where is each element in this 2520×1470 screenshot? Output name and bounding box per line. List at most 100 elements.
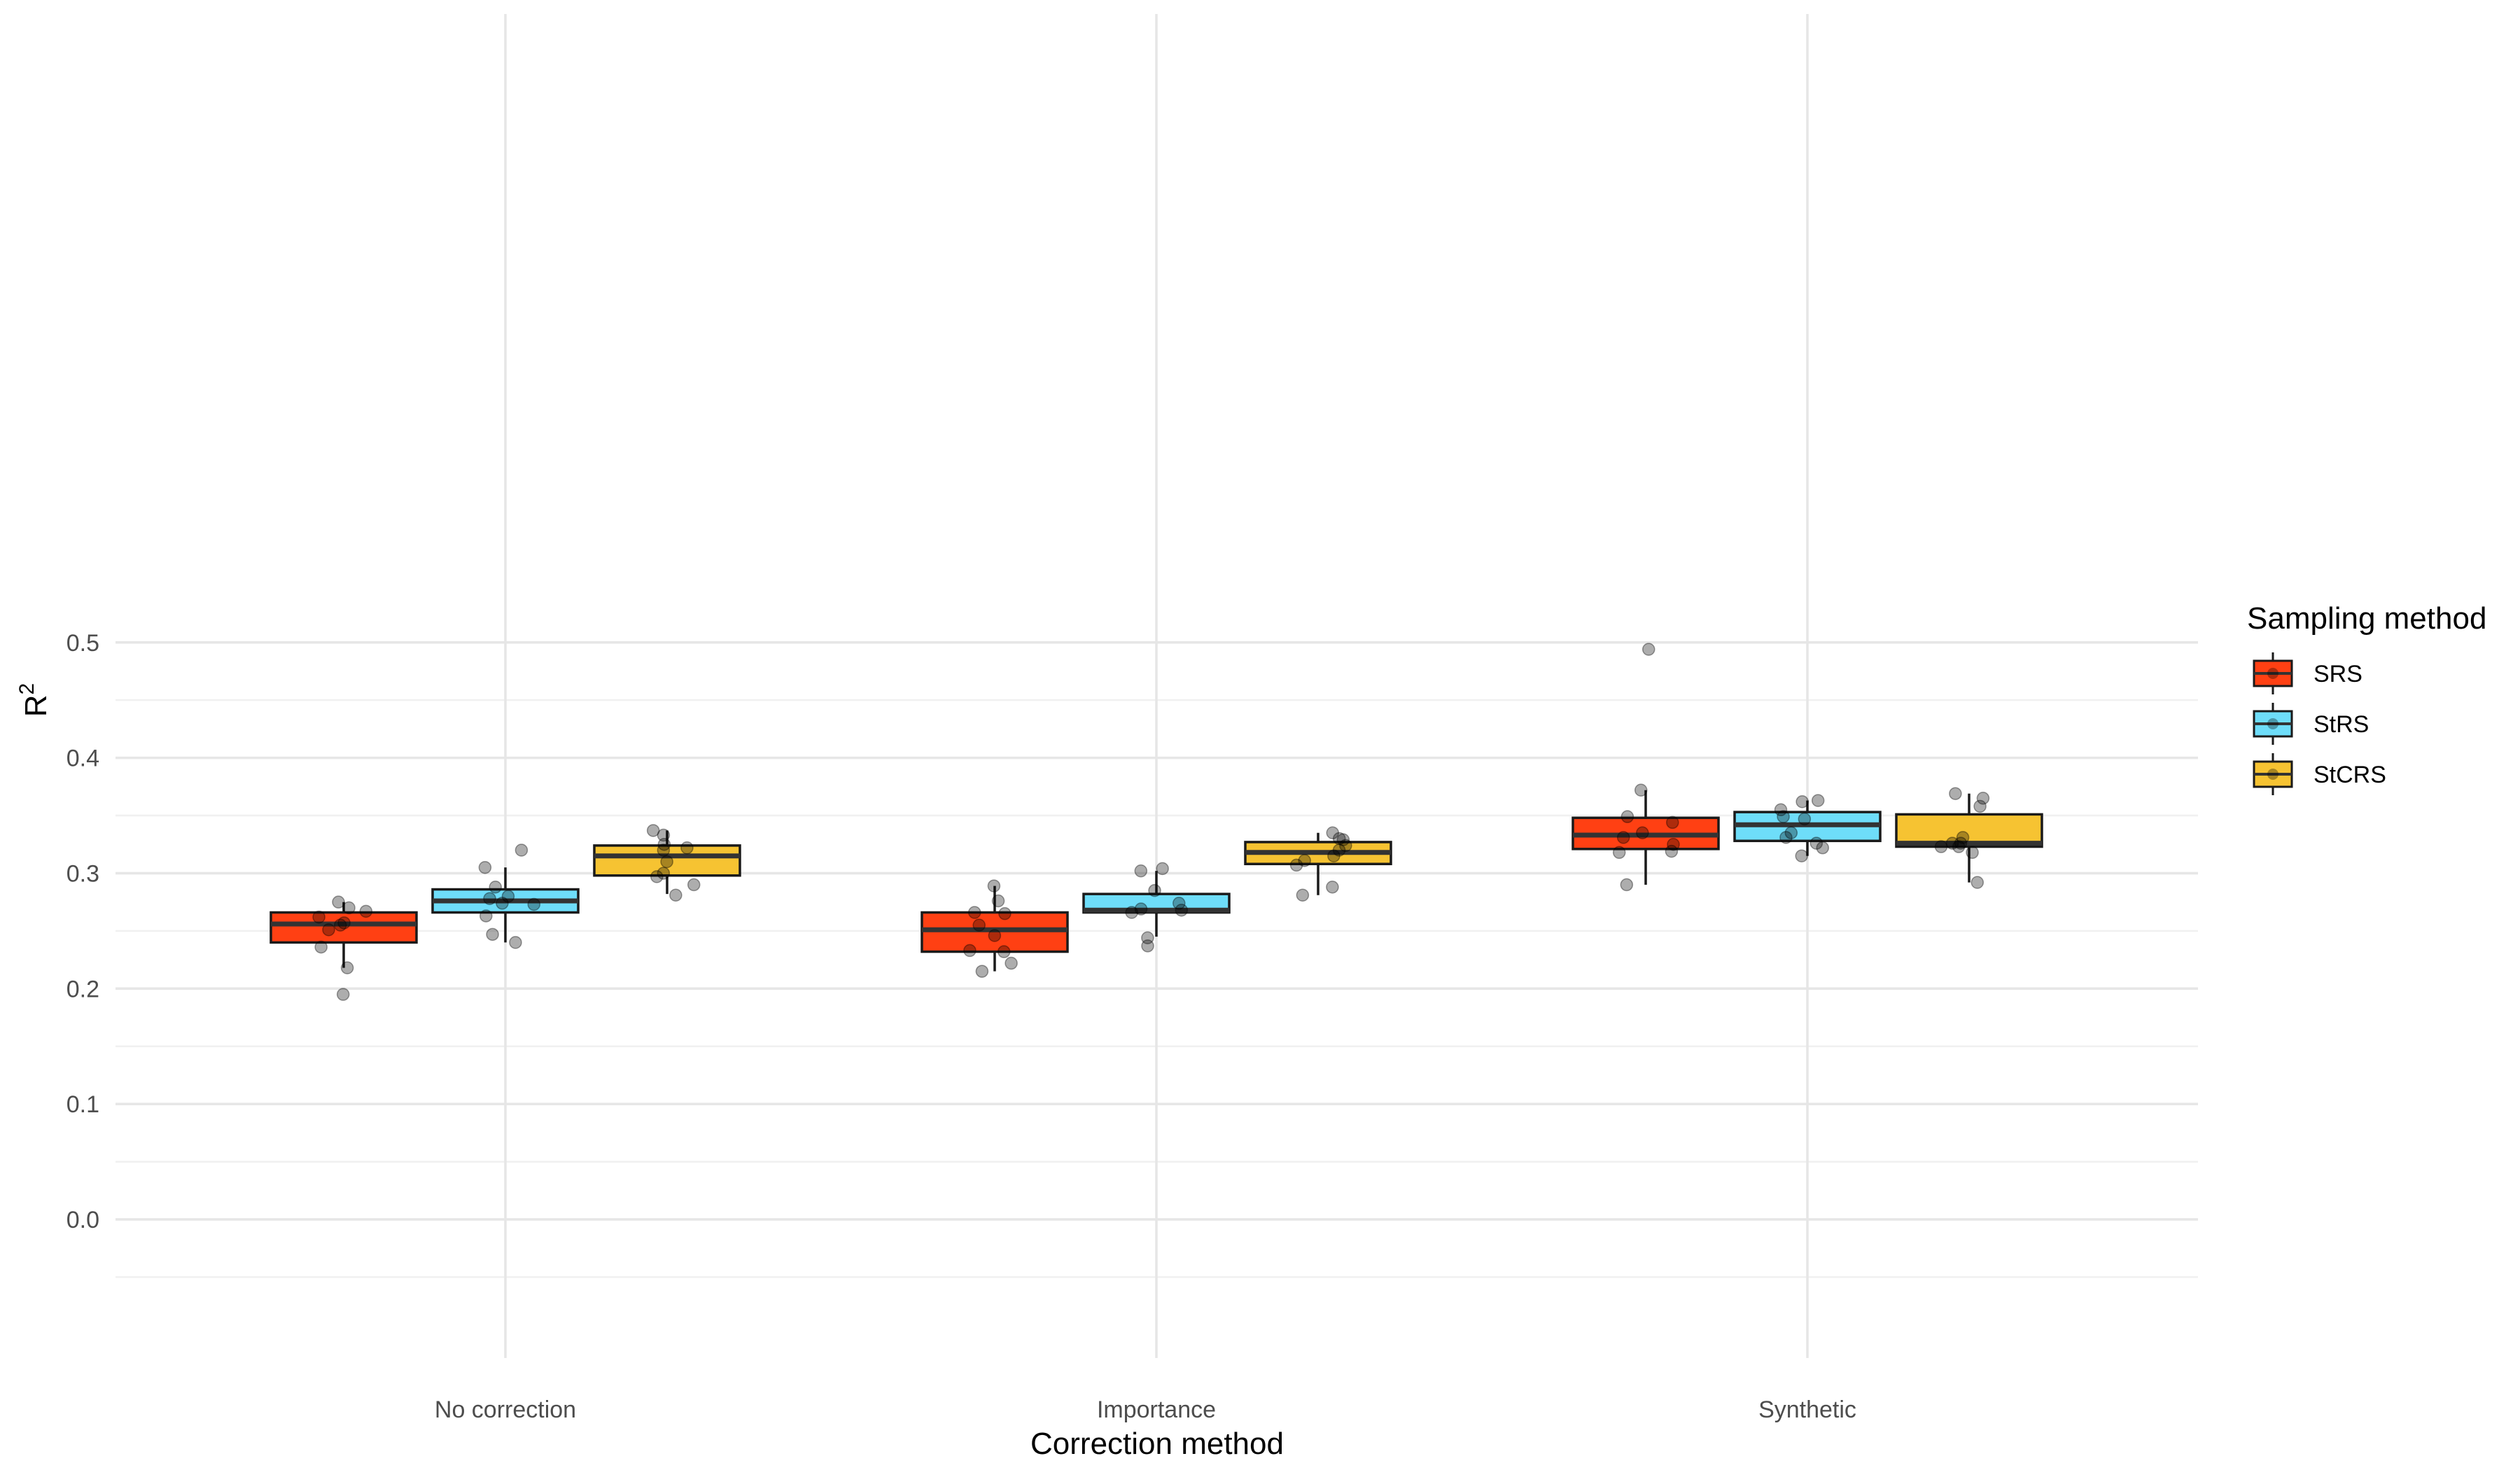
x-tick-label: Importance [1097, 1396, 1216, 1423]
data-point [1004, 956, 1018, 970]
data-point [975, 965, 989, 978]
grid-lines [115, 14, 2198, 1358]
data-point [1332, 844, 1346, 857]
y-tick-label: 0.1 [66, 1091, 99, 1118]
box-SRS-1 [920, 886, 1069, 972]
data-point [997, 945, 1011, 958]
data-point [1956, 831, 1970, 844]
data-point [1141, 931, 1154, 945]
data-point [646, 824, 660, 837]
data-point [1634, 783, 1648, 797]
box-SRS-0 [270, 902, 418, 968]
box-StCRS-2 [1895, 793, 2043, 883]
data-point [660, 855, 673, 869]
data-point [1934, 840, 1948, 853]
data-point [1148, 883, 1161, 897]
data-point [1141, 939, 1154, 953]
data-point [1289, 858, 1303, 872]
data-point [1326, 880, 1339, 894]
data-point [1779, 831, 1793, 844]
data-point [1795, 849, 1808, 862]
legend: Sampling method SRS StRS StCRS [2247, 601, 2486, 795]
data-point [340, 961, 354, 974]
data-point [1667, 837, 1680, 851]
data-point [1636, 826, 1649, 840]
legend-key-point [2267, 769, 2278, 780]
legend-title: Sampling method [2247, 601, 2486, 636]
legend-entries: SRS StRS StCRS [2253, 652, 2386, 795]
data-point [657, 867, 671, 880]
data-point [1784, 826, 1798, 840]
data-point [1339, 839, 1352, 853]
data-point [680, 841, 694, 855]
data-point [998, 906, 1011, 920]
data-point [657, 828, 671, 842]
legend-label: StRS [2314, 711, 2369, 738]
data-point [1816, 841, 1829, 855]
data-point [1949, 787, 1962, 800]
legend-key-point [2267, 668, 2278, 679]
data-point [501, 890, 515, 903]
data-point [479, 909, 493, 923]
data-point [987, 879, 1001, 892]
data-point [509, 936, 522, 949]
data-point [1296, 888, 1310, 902]
data-point [1777, 810, 1790, 823]
data-point [336, 988, 350, 1001]
x-axis-title: Correction method [1030, 1427, 1284, 1461]
legend-entry-StRS: StRS [2253, 703, 2369, 745]
data-point [1620, 878, 1634, 892]
y-axis-title-superscript: 2 [15, 683, 38, 695]
legend-label: SRS [2314, 661, 2362, 687]
data-point [1795, 794, 1809, 808]
y-axis-title-base: R [19, 694, 53, 717]
data-point [514, 844, 528, 857]
y-tick-label: 0.3 [66, 860, 99, 887]
y-axis-tick-labels: 0.0 0.1 0.2 0.3 0.4 0.5 [66, 630, 99, 1233]
data-point [1945, 836, 1959, 850]
box-StCRS-0 [593, 830, 741, 895]
data-point [1811, 794, 1825, 807]
data-point [657, 837, 671, 851]
y-axis-title: R2 [15, 683, 53, 717]
data-point [1327, 849, 1340, 862]
data-point [1976, 792, 1990, 805]
point-layer [312, 643, 1990, 1001]
data-point [1336, 833, 1350, 846]
legend-entry-StCRS: StCRS [2253, 753, 2386, 795]
data-point [1954, 836, 1968, 850]
box-SRS-2 [1572, 790, 1720, 885]
data-point [312, 910, 326, 924]
data-point [968, 906, 981, 919]
data-point [1172, 897, 1186, 910]
data-point [1666, 816, 1679, 830]
data-point [1125, 906, 1138, 919]
data-point [332, 895, 345, 909]
box-body [593, 844, 741, 877]
data-point [1616, 831, 1630, 844]
x-axis-tick-labels: No correction Importance Synthetic [435, 1396, 1856, 1423]
box-body [270, 911, 418, 944]
data-point [489, 880, 503, 894]
data-point [1798, 812, 1812, 826]
data-point [650, 870, 664, 883]
data-point [1326, 826, 1340, 840]
y-tick-label: 0.5 [66, 630, 99, 657]
data-point [963, 944, 976, 958]
data-point [527, 897, 541, 911]
y-tick-label: 0.2 [66, 976, 99, 1002]
box-StCRS-1 [1244, 832, 1392, 895]
data-point [1298, 854, 1311, 867]
data-point [342, 901, 356, 915]
data-point [988, 929, 1002, 942]
data-point [1665, 844, 1679, 858]
data-point [478, 860, 492, 874]
data-point [359, 904, 373, 918]
data-point [1175, 903, 1189, 917]
data-point [1333, 832, 1346, 846]
data-point [1774, 803, 1788, 817]
x-tick-label: No correction [435, 1396, 576, 1423]
data-point [1620, 810, 1634, 823]
y-tick-label: 0.0 [66, 1207, 99, 1233]
